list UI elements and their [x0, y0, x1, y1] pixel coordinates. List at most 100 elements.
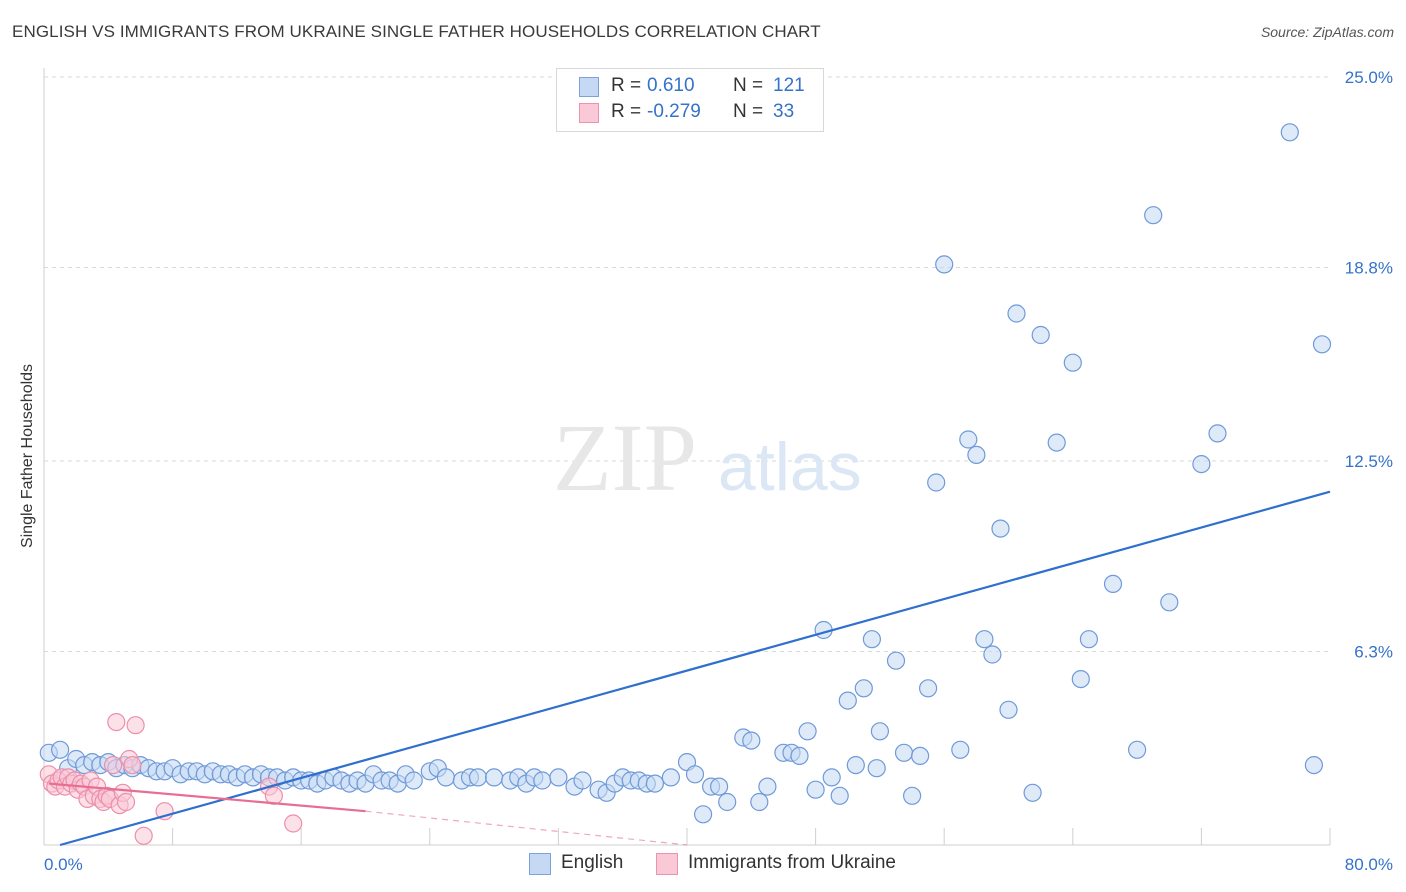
- ukraine-point-27: [126, 716, 145, 735]
- english-point-98: [918, 679, 938, 698]
- english-point-109: [1023, 783, 1042, 802]
- ukraine-trend-line: [48, 782, 366, 813]
- english-point-45: [404, 771, 423, 790]
- watermark: ZIP atlas: [553, 404, 862, 511]
- english-point-89: [846, 755, 865, 775]
- english-point-71: [685, 765, 705, 784]
- y-tick-label-1: 12.5%: [1345, 452, 1393, 471]
- english-point-84: [806, 780, 825, 799]
- english-point-108: [1007, 304, 1026, 323]
- english-point-99: [927, 473, 946, 492]
- english-point-103: [967, 445, 986, 464]
- english-point-110: [1031, 325, 1050, 345]
- english-point-97: [910, 746, 930, 766]
- english-point-82: [790, 746, 809, 766]
- english-point-52: [485, 768, 504, 787]
- english-point-121: [1280, 123, 1299, 142]
- english-point-86: [822, 768, 841, 787]
- english-point-101: [951, 740, 970, 759]
- ukraine-trend-extension: [365, 810, 688, 846]
- english-point-104: [975, 630, 994, 649]
- ukraine-swatch: [656, 853, 678, 875]
- english-point-114: [1079, 630, 1099, 649]
- r-label: R =: [611, 101, 642, 122]
- english-point-106: [991, 519, 1010, 538]
- english-swatch: [579, 77, 599, 97]
- english-point-75: [718, 792, 737, 812]
- english-point-68: [645, 774, 665, 793]
- ukraine-label: Immigrants from Ukraine: [688, 852, 896, 873]
- ukraine-point-20: [103, 755, 123, 775]
- english-point-77: [742, 731, 761, 750]
- trend-lines: [48, 490, 1331, 847]
- english-point-58: [549, 768, 568, 787]
- english-point-74: [709, 777, 729, 796]
- watermark-zip: ZIP: [553, 404, 697, 511]
- n-label: N =: [733, 101, 764, 122]
- english-point-118: [1160, 593, 1179, 612]
- english-label: English: [561, 852, 624, 873]
- english-point-90: [854, 679, 873, 698]
- english-point-1: [50, 740, 70, 759]
- english-swatch: [529, 853, 551, 875]
- english-point-100: [935, 255, 954, 274]
- english-point-94: [886, 651, 906, 670]
- stats-legend: R = 0.610 N = 121 R = -0.279 N = 33: [556, 68, 824, 132]
- ukraine-point-21: [107, 712, 126, 732]
- english-point-72: [693, 805, 713, 824]
- r-value: -0.279: [647, 101, 701, 122]
- english-point-79: [758, 777, 777, 796]
- tick-labels: 6.3% 12.5% 18.8% 25.0% 0.0% 80.0%: [44, 68, 1393, 874]
- english-point-87: [830, 786, 849, 805]
- r-value: 0.610: [647, 75, 695, 96]
- english-point-93: [870, 722, 890, 741]
- english-point-88: [838, 691, 857, 710]
- english-point-69: [661, 768, 681, 787]
- english-point-111: [1047, 433, 1066, 452]
- english-point-60: [573, 771, 592, 790]
- n-value: 33: [773, 101, 795, 122]
- english-point-112: [1063, 353, 1082, 372]
- english-point-123: [1312, 335, 1332, 354]
- english-point-91: [862, 630, 882, 649]
- english-point-78: [750, 792, 769, 812]
- x-tick-label-min: 0.0%: [44, 855, 83, 874]
- n-value: 121: [773, 75, 805, 96]
- chart-title: ENGLISH VS IMMIGRANTS FROM UKRAINE SINGL…: [12, 22, 821, 41]
- axes: [43, 68, 1331, 846]
- english-point-117: [1144, 206, 1163, 225]
- english-point-107: [999, 700, 1018, 719]
- ukraine-point-24: [116, 792, 136, 812]
- english-point-57: [533, 771, 552, 790]
- english-point-122: [1304, 755, 1324, 775]
- ukraine-point-26: [123, 755, 142, 775]
- source-label: Source: ZipAtlas.com: [1260, 24, 1394, 40]
- english-point-92: [867, 759, 886, 778]
- english-point-48: [436, 768, 455, 787]
- english-point-115: [1103, 574, 1123, 594]
- y-axis-label: Single Father Households: [19, 363, 36, 549]
- english-point-116: [1127, 740, 1147, 759]
- english-point-95: [894, 743, 914, 762]
- watermark-atlas: atlas: [718, 429, 862, 505]
- gridlines: [44, 76, 1330, 652]
- y-tick-label-0: 6.3%: [1354, 642, 1393, 661]
- ukraine-point-28: [134, 826, 153, 845]
- english-trend-line: [59, 490, 1331, 847]
- english-point-120: [1208, 424, 1227, 443]
- english-point-113: [1071, 669, 1090, 689]
- english-point-51: [468, 768, 488, 787]
- y-tick-label-2: 18.8%: [1345, 258, 1393, 277]
- r-label: R =: [611, 75, 642, 96]
- y-tick-label-3: 25.0%: [1345, 68, 1393, 87]
- english-point-83: [798, 722, 817, 741]
- english-points: [39, 123, 1332, 824]
- english-point-105: [983, 645, 1002, 664]
- x-tick-label-max: 80.0%: [1345, 855, 1393, 874]
- english-point-102: [959, 430, 978, 449]
- ukraine-swatch: [579, 103, 599, 123]
- english-point-119: [1192, 455, 1211, 474]
- english-point-96: [902, 786, 922, 805]
- ukraine-point-32: [284, 814, 303, 833]
